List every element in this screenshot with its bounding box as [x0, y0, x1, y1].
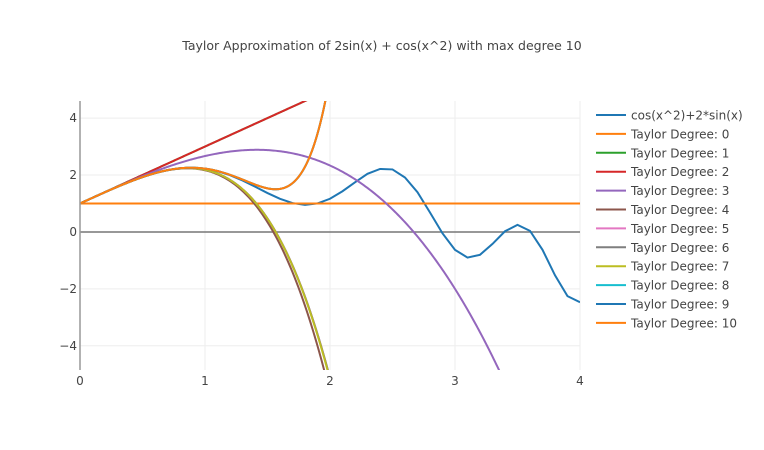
- grid: [79, 101, 581, 370]
- legend-label: Taylor Degree: 10: [630, 316, 737, 330]
- legend-item[interactable]: Taylor Degree: 5: [596, 222, 729, 236]
- legend-label: Taylor Degree: 6: [630, 241, 729, 255]
- x-tick-label: 0: [76, 374, 84, 388]
- legend-item[interactable]: Taylor Degree: 8: [596, 279, 729, 293]
- y-tick-label: 4: [69, 111, 77, 125]
- legend-label: Taylor Degree: 9: [630, 298, 729, 312]
- legend-label: Taylor Degree: 5: [630, 222, 729, 236]
- legend-label: cos(x^2)+2*sin(x): [631, 109, 743, 123]
- y-tick-label: −4: [59, 339, 77, 353]
- legend-label: Taylor Degree: 4: [630, 203, 729, 217]
- series-line-taylor-degree-3: [80, 148, 501, 370]
- chart-title: Taylor Approximation of 2sin(x) + cos(x^…: [181, 38, 581, 53]
- legend-label: Taylor Degree: 7: [630, 260, 729, 274]
- plot-area: [80, 101, 580, 370]
- legend: cos(x^2)+2*sin(x) Taylor Degree: 0 Taylor …: [596, 109, 743, 330]
- legend-item[interactable]: Taylor Degree: 0: [596, 127, 729, 141]
- series-line-taylor-degree-10: [80, 101, 327, 205]
- y-tick-label: −2: [59, 282, 77, 296]
- y-tick-label: 0: [69, 225, 77, 239]
- x-tick-label: 4: [576, 374, 584, 388]
- legend-item[interactable]: Taylor Degree: 4: [596, 203, 729, 217]
- legend-item[interactable]: Taylor Degree: 7: [596, 260, 729, 274]
- x-tick-label: 3: [451, 374, 459, 388]
- x-tick-label: 2: [326, 374, 334, 388]
- legend-item[interactable]: Taylor Degree: 6: [596, 241, 729, 255]
- legend-item[interactable]: Taylor Degree: 1: [596, 146, 729, 160]
- legend-item[interactable]: cos(x^2)+2*sin(x): [596, 109, 743, 123]
- legend-item[interactable]: Taylor Degree: 9: [596, 298, 729, 312]
- legend-item[interactable]: Taylor Degree: 2: [596, 165, 729, 179]
- series-line-taylor-degree-2: [80, 101, 308, 205]
- legend-label: Taylor Degree: 1: [630, 146, 729, 160]
- axis-ticks: 0 1 2 3 4 −4 −2 0 2 4: [59, 111, 584, 388]
- legend-item[interactable]: Taylor Degree: 10: [596, 316, 737, 330]
- legend-label: Taylor Degree: 2: [630, 165, 729, 179]
- y-tick-label: 2: [69, 168, 77, 182]
- legend-label: Taylor Degree: 3: [630, 184, 729, 198]
- legend-item[interactable]: Taylor Degree: 3: [596, 184, 729, 198]
- legend-label: Taylor Degree: 8: [630, 279, 729, 293]
- legend-label: Taylor Degree: 0: [630, 127, 729, 141]
- x-tick-label: 1: [201, 374, 209, 388]
